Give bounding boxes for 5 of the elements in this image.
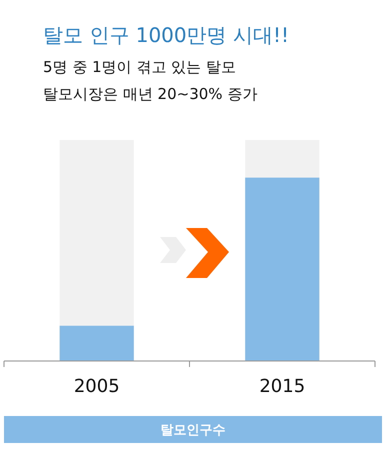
x-tick-label: 2005 <box>74 376 120 397</box>
chart-title: 탈모 인구 1000만명 시대!! <box>43 23 290 47</box>
chart-subtitle: 5명 중 1명이 겪고 있는 탈모 탈모시장은 매년 20~30% 증가 <box>43 58 258 103</box>
x-axis-title: 탈모인구수 <box>160 423 226 438</box>
x-tick-label: 2015 <box>259 376 306 397</box>
